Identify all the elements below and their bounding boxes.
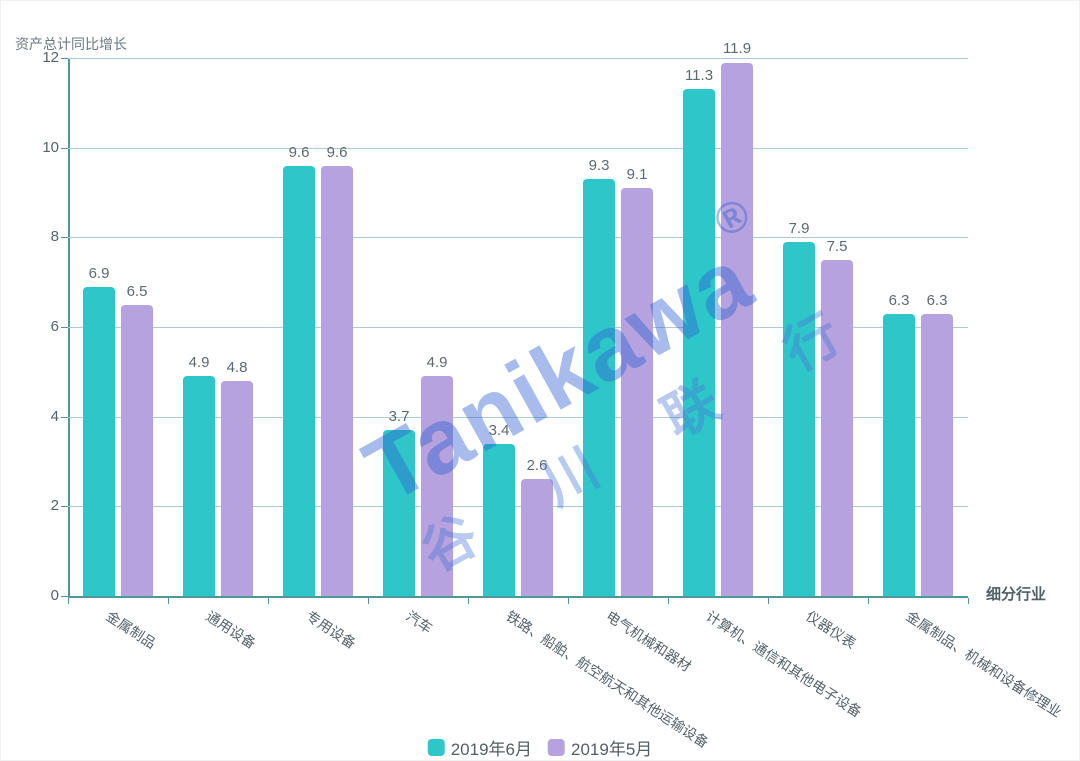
bar-value-label: 4.9 — [188, 354, 210, 372]
bar-value-label: 4.8 — [226, 358, 248, 376]
bar-value-label: 3.4 — [488, 421, 510, 439]
legend-item-2019年5月[interactable]: 2019年5月 — [548, 735, 652, 760]
bar-value-label: 2.6 — [526, 457, 548, 475]
x-tick — [968, 598, 969, 604]
bar-value-label: 7.5 — [826, 237, 848, 255]
bar-value-label: 9.6 — [326, 143, 348, 161]
y-tick-label: 2 — [50, 497, 59, 515]
bar-value-label: 7.9 — [788, 219, 810, 237]
bar-value-label: 6.5 — [126, 282, 148, 300]
bar-value-label: 11.9 — [722, 40, 752, 58]
x-category-label: 铁路、船舶、航空航天和其他运输设备 — [503, 607, 712, 751]
y-tick — [61, 506, 68, 508]
bar-value-label: 9.6 — [288, 143, 310, 161]
x-tick — [568, 598, 569, 604]
y-tick — [61, 237, 68, 239]
bar-value-label: 9.3 — [588, 157, 610, 175]
x-tick — [668, 598, 669, 604]
legend-label: 2019年6月 — [450, 740, 532, 759]
x-tick — [768, 598, 769, 604]
bar-2019年5月-仪器仪表[interactable] — [821, 259, 853, 596]
y-tick-label: 10 — [42, 138, 59, 156]
gridline-y8 — [68, 237, 968, 239]
bar-2019年6月-金属制品、机械和设备修理业[interactable] — [883, 313, 915, 596]
chart-legend: 2019年6月 2019年5月 — [427, 735, 652, 760]
bar-2019年6月-铁路、船舶、航空航天和其他运输设备[interactable] — [483, 443, 515, 596]
y-tick-label: 6 — [50, 318, 59, 335]
y-tick-label: 12 — [42, 49, 59, 66]
bar-2019年5月-铁路、船舶、航空航天和其他运输设备[interactable] — [521, 479, 553, 596]
bar-value-label: 4.9 — [426, 354, 448, 372]
bar-value-label: 6.9 — [88, 264, 110, 282]
y-tick-label: 4 — [50, 407, 59, 425]
bar-2019年5月-专用设备[interactable] — [321, 165, 353, 596]
x-tick — [68, 598, 69, 604]
legend-swatch-icon — [427, 739, 445, 756]
bar-value-label: 9.1 — [626, 166, 648, 184]
bar-2019年6月-专用设备[interactable] — [283, 165, 315, 596]
x-category-label: 汽车 — [403, 607, 436, 637]
legend-swatch-icon — [548, 739, 565, 756]
x-tick — [468, 598, 469, 604]
gridline-y12 — [68, 58, 968, 59]
x-tick — [868, 598, 869, 604]
gridline-y6 — [68, 327, 968, 328]
x-category-label: 金属制品、机械和设备修理业 — [903, 607, 1065, 721]
bar-2019年6月-金属制品[interactable] — [83, 286, 115, 596]
y-tick — [61, 327, 68, 328]
bar-2019年5月-电气机械和器材[interactable] — [621, 188, 653, 596]
bar-value-label: 11.3 — [684, 67, 714, 85]
bar-2019年6月-计算机、通信和其他电子设备[interactable] — [683, 89, 715, 596]
y-tick — [61, 58, 68, 59]
bar-2019年5月-金属制品[interactable] — [121, 304, 153, 596]
x-category-label: 通用设备 — [203, 607, 259, 652]
y-tick — [61, 596, 68, 597]
bar-2019年5月-计算机、通信和其他电子设备[interactable] — [721, 62, 753, 596]
y-tick — [61, 147, 68, 149]
x-axis-title: 细分行业 — [986, 586, 1047, 603]
bar-2019年6月-通用设备[interactable] — [183, 376, 215, 596]
bar-2019年6月-仪器仪表[interactable] — [783, 241, 815, 596]
legend-item-2019年6月[interactable]: 2019年6月 — [427, 735, 532, 760]
bar-2019年5月-金属制品、机械和设备修理业[interactable] — [921, 313, 953, 596]
x-tick — [268, 598, 269, 604]
y-axis-title: 资产总计同比增长 — [15, 36, 127, 52]
gridline-y10 — [68, 147, 968, 149]
x-tick — [168, 598, 169, 604]
x-axis-line — [68, 596, 968, 598]
gridline-y2 — [68, 506, 968, 508]
bar-value-label: 6.3 — [926, 291, 948, 309]
y-tick — [61, 416, 68, 418]
legend-label: 2019年5月 — [571, 740, 653, 759]
x-category-label: 仪器仪表 — [803, 607, 859, 652]
x-category-label: 电气机械和器材 — [603, 607, 695, 675]
gridline-y4 — [68, 416, 968, 418]
bar-value-label: 6.3 — [888, 291, 910, 309]
x-category-label: 专用设备 — [303, 607, 359, 652]
bar-2019年6月-汽车[interactable] — [383, 430, 415, 596]
bar-value-label: 3.7 — [388, 408, 410, 426]
bar-2019年6月-电气机械和器材[interactable] — [583, 179, 615, 596]
bar-2019年5月-通用设备[interactable] — [221, 380, 253, 596]
x-tick — [368, 598, 369, 604]
y-tick-label: 8 — [50, 228, 59, 246]
bar-2019年5月-汽车[interactable] — [421, 376, 453, 596]
y-tick-label: 0 — [50, 587, 59, 604]
plot-area: 0 2 4 6 8 10 12 6.9 6.5 金属制品 4.9 4.8 通用设备 9.6 9.6 专用设备 3… — [42, 40, 1064, 750]
x-category-label: 金属制品 — [103, 607, 159, 652]
